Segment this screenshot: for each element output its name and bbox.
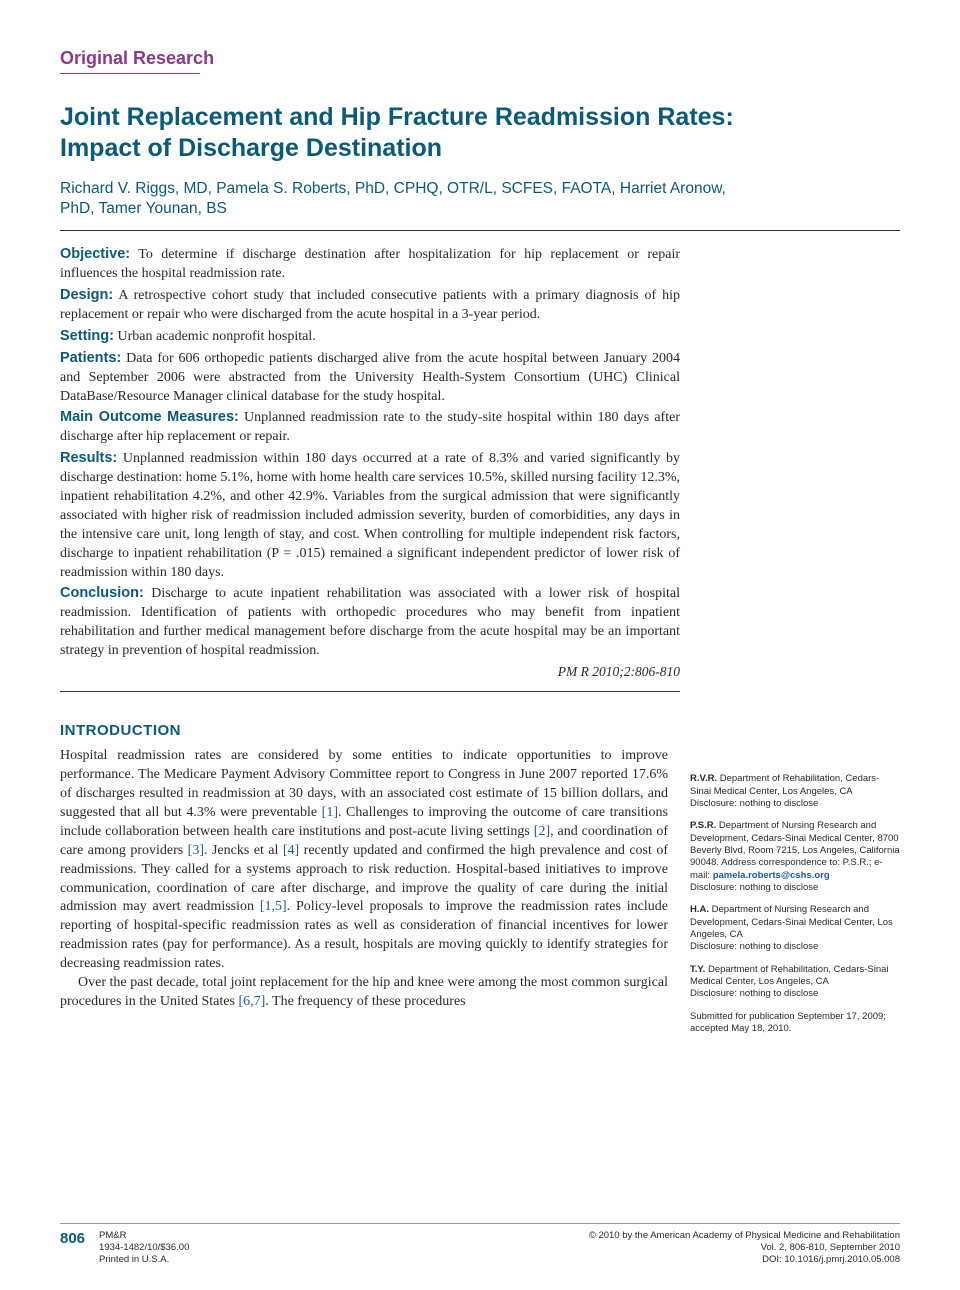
abstract-conclusion: Conclusion: Discharge to acute inpatient… (60, 584, 680, 661)
submitted-dates: Submitted for publication September 17, … (690, 1011, 900, 1036)
abstract-design: Design: A retrospective cohort study tha… (60, 286, 680, 325)
ref-link-2[interactable]: [2] (534, 824, 550, 839)
abstract-label-outcome: Main Outcome Measures: (60, 409, 239, 425)
ref-link-4[interactable]: [4] (283, 843, 299, 858)
affil-disclosure: Disclosure: nothing to disclose (690, 941, 818, 952)
ref-link-3[interactable]: [3] (188, 843, 204, 858)
footer-right: © 2010 by the American Academy of Physic… (589, 1230, 900, 1266)
footer-volume: Vol. 2, 806-810, September 2010 (761, 1242, 900, 1253)
abstract-text-setting: Urban academic nonprofit hospital. (117, 329, 315, 344)
abstract-label-setting: Setting: (60, 328, 114, 344)
abstract-label-results: Results: (60, 450, 117, 466)
intro-p2-b: . The frequency of these procedures (265, 994, 465, 1009)
abstract-text-patients: Data for 606 orthopedic patients dischar… (60, 351, 680, 404)
intro-paragraph-1: Hospital readmission rates are considere… (60, 747, 668, 974)
body-columns: Hospital readmission rates are considere… (60, 747, 900, 1045)
ref-link-1-5[interactable]: [1,5] (260, 899, 287, 914)
abstract-block: Objective: To determine if discharge des… (60, 245, 680, 681)
affiliation-rvr: R.V.R. Department of Rehabilitation, Ced… (690, 773, 900, 810)
abstract-label-design: Design: (60, 287, 113, 303)
intro-p1-d: . Jencks et al (204, 843, 283, 858)
abstract-text-objective: To determine if discharge destination af… (60, 247, 680, 281)
footer-doi: DOI: 10.1016/j.pmrj.2010.05.008 (762, 1254, 900, 1265)
affil-initials: R.V.R. (690, 773, 717, 784)
footer-journal: PM&R (99, 1230, 126, 1241)
affil-initials: P.S.R. (690, 820, 716, 831)
footer-copyright: © 2010 by the American Academy of Physic… (589, 1230, 900, 1241)
abstract-label-conclusion: Conclusion: (60, 585, 144, 601)
abstract-results: Results: Unplanned readmission within 18… (60, 449, 680, 582)
page-number: 806 (60, 1230, 85, 1247)
abstract-label-patients: Patients: (60, 350, 121, 366)
affiliation-psr: P.S.R. Department of Nursing Research an… (690, 820, 900, 894)
abstract-setting: Setting: Urban academic nonprofit hospit… (60, 327, 680, 347)
affil-initials: H.A. (690, 904, 709, 915)
affil-disclosure: Disclosure: nothing to disclose (690, 882, 818, 893)
affil-text: Department of Rehabilitation, Cedars-Sin… (690, 773, 879, 796)
authors-list: Richard V. Riggs, MD, Pamela S. Roberts,… (60, 179, 760, 221)
introduction-heading: INTRODUCTION (60, 722, 900, 739)
section-label: Original Research (60, 48, 900, 73)
section-rule (60, 73, 200, 74)
abstract-objective: Objective: To determine if discharge des… (60, 245, 680, 284)
abstract-text-conclusion: Discharge to acute inpatient rehabilitat… (60, 586, 680, 658)
affil-disclosure: Disclosure: nothing to disclose (690, 988, 818, 999)
abstract-end-rule (60, 691, 680, 692)
ref-link-6-7[interactable]: [6,7] (238, 994, 265, 1009)
article-title: Joint Replacement and Hip Fracture Readm… (60, 102, 820, 165)
affil-initials: T.Y. (690, 964, 705, 975)
affiliation-ty: T.Y. Department of Rehabilitation, Cedar… (690, 964, 900, 1001)
footer-left: 806 PM&R 1934-1482/10/$36.00 Printed in … (60, 1230, 189, 1266)
affiliation-ha: H.A. Department of Nursing Research and … (690, 904, 900, 953)
abstract-label-objective: Objective: (60, 246, 130, 262)
affil-text: Department of Nursing Research and Devel… (690, 904, 893, 940)
footer-journal-info: PM&R 1934-1482/10/$36.00 Printed in U.S.… (99, 1230, 189, 1266)
ref-link-1[interactable]: [1] (322, 805, 338, 820)
citation-short: PM R 2010;2:806-810 (60, 663, 680, 681)
footer-issn: 1934-1482/10/$36.00 (99, 1242, 189, 1253)
affiliations-sidebar: R.V.R. Department of Rehabilitation, Ced… (690, 747, 900, 1045)
title-rule (60, 230, 900, 231)
affil-email-link[interactable]: pamela.roberts@cshs.org (713, 870, 830, 881)
affil-text: Department of Rehabilitation, Cedars-Sin… (690, 964, 889, 987)
abstract-text-results: Unplanned readmission within 180 days oc… (60, 451, 680, 579)
body-main-column: Hospital readmission rates are considere… (60, 747, 668, 1045)
intro-paragraph-2: Over the past decade, total joint replac… (60, 974, 668, 1012)
page-footer: 806 PM&R 1934-1482/10/$36.00 Printed in … (60, 1223, 900, 1266)
affil-disclosure: Disclosure: nothing to disclose (690, 798, 818, 809)
footer-printed: Printed in U.S.A. (99, 1254, 169, 1265)
abstract-text-design: A retrospective cohort study that includ… (60, 288, 680, 322)
abstract-patients: Patients: Data for 606 orthopedic patien… (60, 349, 680, 407)
abstract-outcome: Main Outcome Measures: Unplanned readmis… (60, 408, 680, 447)
